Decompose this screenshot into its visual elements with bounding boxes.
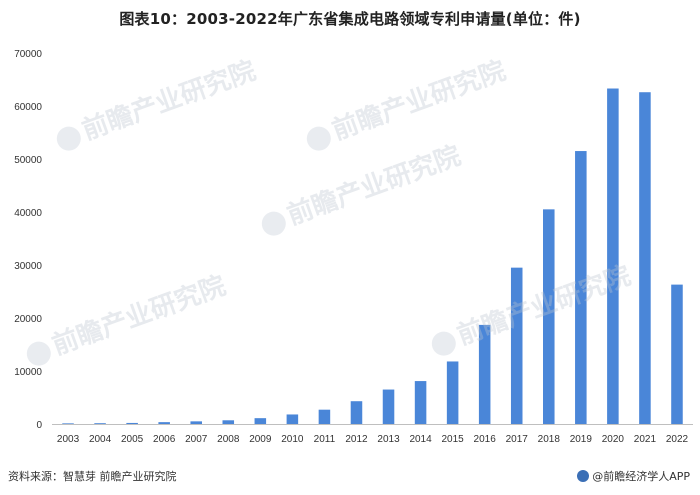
bar-2013 [382,389,395,424]
x-tick-label: 2013 [377,434,400,445]
bar-2018 [543,209,555,424]
x-tick-label: 2017 [506,434,529,445]
chart-title: 图表10：2003-2022年广东省集成电路领域专利申请量(单位：件) [119,10,581,28]
x-tick-label: 2007 [185,434,208,445]
y-tick-label: 70000 [14,49,42,60]
bar-2011 [318,409,331,424]
bar-2015 [446,361,459,424]
y-tick-label: 20000 [14,314,42,325]
x-tick-label: 2008 [217,434,240,445]
bar-2021 [639,92,651,424]
bars-group [62,88,683,425]
x-tick-label: 2015 [442,434,465,445]
bar-2004 [94,423,106,424]
x-tick-label: 2016 [474,434,497,445]
x-tick-label: 2005 [121,434,144,445]
bar-2006 [158,422,170,424]
bar-2003 [62,423,74,424]
y-tick-label: 10000 [14,367,42,378]
x-tick-label: 2014 [409,434,432,445]
bar-2008 [222,420,235,424]
bar-2009 [254,418,267,424]
y-tick-label: 50000 [14,155,42,166]
x-tick-label: 2021 [634,434,657,445]
y-axis-ticks: 0 10000 20000 30000 40000 50000 60000 70000 [14,49,42,431]
y-tick-label: 30000 [14,261,42,272]
x-tick-label: 2012 [345,434,368,445]
bar-2010 [286,414,299,424]
bar-2014 [414,381,427,424]
x-tick-label: 2010 [281,434,304,445]
y-tick-label: 0 [36,420,42,431]
bar-2020 [607,88,619,424]
bar-2012 [350,401,363,424]
brand-credit: @前瞻经济学人APP [577,468,690,484]
x-tick-label: 2011 [314,434,336,445]
x-tick-label: 2019 [570,434,593,445]
x-tick-label: 2004 [89,434,112,445]
y-tick-label: 60000 [14,102,42,113]
bar-2005 [126,422,138,424]
bar-2016 [478,324,491,424]
x-tick-label: 2022 [666,434,689,445]
bar-2007 [190,421,202,424]
x-tick-label: 2018 [538,434,561,445]
x-tick-label: 2003 [57,434,80,445]
x-tick-label: 2009 [249,434,272,445]
x-tick-label: 2006 [153,434,176,445]
source-note: 资料来源：智慧芽 前瞻产业研究院 [8,470,177,483]
x-tick-label: 2020 [602,434,625,445]
bar-2019 [575,151,587,425]
qianzhan-logo-icon [577,470,590,482]
bar-2022 [671,284,683,424]
y-tick-label: 40000 [14,208,42,219]
x-axis-ticks: 2003 2004 2005 2006 2007 2008 2009 2010 2011 2012… [57,434,689,445]
bar-2017 [510,267,523,424]
brand-text: @前瞻经济学人APP [592,470,690,483]
